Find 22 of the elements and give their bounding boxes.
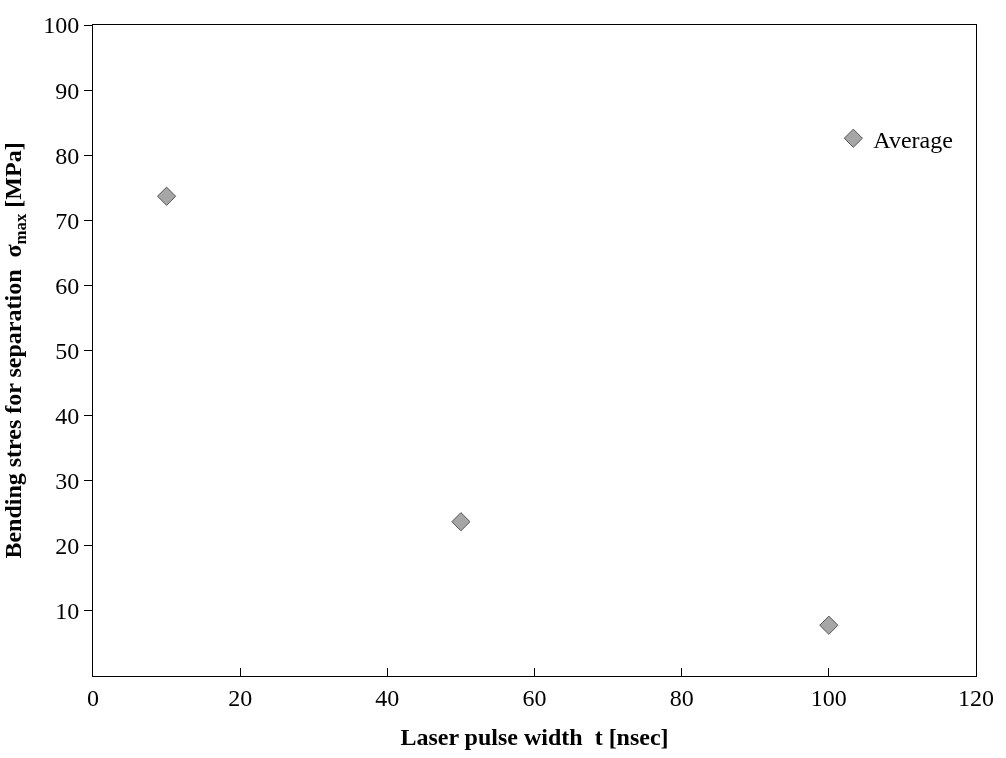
- x-tick-label: 120: [958, 684, 994, 711]
- y-tick-label: 20: [55, 533, 80, 560]
- y-tick-label: 40: [55, 403, 80, 429]
- x-tick-label: 80: [669, 684, 694, 711]
- point: [451, 512, 471, 532]
- point: [156, 186, 177, 206]
- y-tick-label: 80: [55, 142, 80, 169]
- y-tick-label: 50: [55, 337, 80, 364]
- point: [819, 615, 839, 635]
- x-axis-title: Laser pulse width t [nsec]: [400, 724, 669, 751]
- x-tick-label: 100: [810, 684, 847, 711]
- x-tick-label: 20: [228, 684, 253, 711]
- y-tick-label: 70: [55, 207, 80, 234]
- legend-label: Average: [873, 126, 953, 153]
- x-tick-label: 0: [87, 684, 99, 711]
- y-tick-label: 100: [43, 12, 80, 39]
- y-tick-label: 30: [55, 468, 80, 495]
- y-tick-label: 10: [55, 598, 80, 625]
- x-tick-label: 40: [375, 684, 400, 711]
- y-tick-label: 90: [55, 77, 80, 104]
- x-tick-label: 60: [522, 684, 547, 711]
- y-tick-label: 60: [55, 272, 80, 299]
